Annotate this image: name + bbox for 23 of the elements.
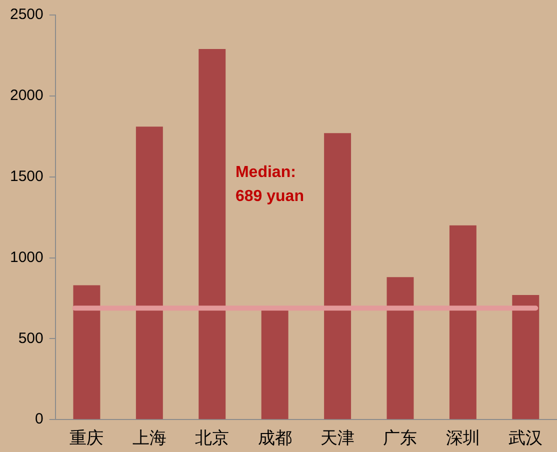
bar: [198, 48, 226, 420]
y-tick-label: 1500: [10, 168, 44, 185]
y-tick-label: 1000: [10, 248, 44, 266]
x-tick-label: 广东: [383, 428, 418, 448]
bar: [386, 277, 414, 420]
bar: [73, 285, 100, 420]
x-tick-label: 重庆: [70, 428, 104, 448]
bar: [512, 294, 540, 420]
x-tick-label: 天津: [320, 428, 355, 448]
y-tick-label: 2500: [10, 6, 44, 24]
annotation: Median: 689 yuan: [235, 164, 304, 205]
x-tick-label: 武汉: [508, 428, 543, 448]
bar: [449, 225, 476, 420]
y-tick-label: 2000: [10, 87, 44, 104]
x-tick-label: 成都: [258, 428, 292, 448]
bar: [136, 126, 163, 420]
bar: [324, 133, 352, 420]
x-tick-label: 北京: [195, 428, 230, 448]
x-tick-label: 上海: [132, 428, 166, 448]
y-tick-label: 0: [35, 410, 44, 428]
x-tick-label: 深圳: [446, 428, 480, 448]
y-tick-label: 500: [18, 330, 44, 347]
bar: [261, 310, 288, 420]
